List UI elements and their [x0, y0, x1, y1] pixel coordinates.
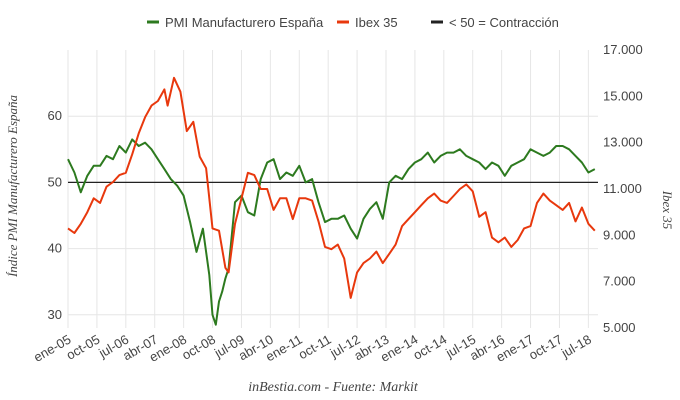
x-axis-ticks: ene-05oct-05jul-06abr-07ene-08oct-08jul-… — [31, 332, 594, 365]
y-right-tick-label: 17.000 — [603, 42, 643, 57]
y-left-axis-ticks: 30 40 50 60 — [48, 108, 62, 322]
chart-source: inBestia.com - Fuente: Markit — [248, 380, 419, 395]
series-line-ibex — [67, 76, 596, 299]
y-right-axis-ticks: 5.000 7.000 9.000 11.000 13.000 15.000 17.000 — [603, 42, 643, 335]
series — [67, 76, 596, 326]
legend-item: < 50 = Contracción — [431, 15, 559, 30]
y-left-tick-label: 40 — [48, 241, 62, 256]
y-right-tick-label: 7.000 — [603, 274, 636, 289]
y-right-tick-label: 13.000 — [603, 135, 643, 150]
y-left-axis-title: Índice PMI Manufacturero España — [5, 94, 20, 278]
grid — [67, 50, 598, 328]
series-line-pmi — [67, 138, 596, 326]
y-left-tick-label: 30 — [48, 307, 62, 322]
legend-item: PMI Manufacturero España — [147, 15, 324, 30]
y-right-tick-label: 11.000 — [603, 181, 642, 196]
legend-label: Ibex 35 — [355, 15, 398, 30]
legend-item: Ibex 35 — [337, 15, 398, 30]
legend: PMI Manufacturero España Ibex 35 < 50 = Co… — [147, 15, 559, 30]
y-right-tick-label: 15.000 — [603, 88, 643, 103]
y-left-tick-label: 60 — [48, 108, 62, 123]
x-tick-label: jul-18 — [558, 332, 594, 361]
y-right-axis-title: Ibex 35 — [660, 190, 675, 230]
legend-label: < 50 = Contracción — [449, 15, 559, 30]
y-left-tick-label: 50 — [48, 174, 62, 189]
y-right-tick-label: 5.000 — [603, 320, 636, 335]
y-right-tick-label: 9.000 — [603, 227, 636, 242]
legend-label: PMI Manufacturero España — [165, 15, 324, 30]
